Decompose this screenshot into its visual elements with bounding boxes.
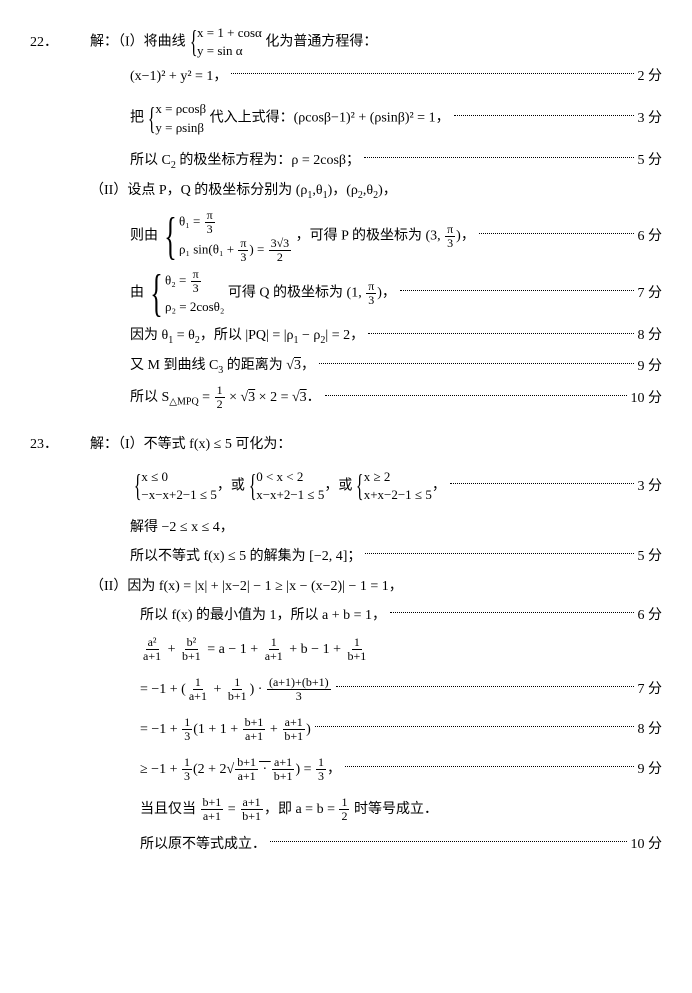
marks-label: 9 分	[638, 757, 663, 782]
solution-line: 所以 S△MPQ = 12 × √3 × 2 = √3． 10 分	[30, 384, 662, 412]
solution-line: {x ≤ 0−x−x+2−1 ≤ 5，或{0 < x < 2x−x+2−1 ≤ …	[30, 461, 662, 511]
solution-line: 解得 −2 ≤ x ≤ 4，	[30, 515, 662, 540]
math-text: ≥ −1 + 13(2 + 2√b+1a+1 · a+1b+1) = 13，	[140, 756, 341, 783]
leader-dots	[479, 233, 634, 234]
leader-dots	[454, 115, 634, 116]
solution-line: ≥ −1 + 13(2 + 2√b+1a+1 · a+1b+1) = 13， 9 …	[30, 752, 662, 788]
leader-dots	[270, 841, 627, 842]
solution-line: (x−1)² + y² = 1， 2 分	[30, 64, 662, 89]
math-text: 因为 θ1 = θ2，所以 |PQ| = |ρ1 − ρ2| = 2，	[130, 323, 364, 350]
marks-label: 2 分	[638, 64, 663, 89]
marks-label: 6 分	[638, 603, 663, 628]
leader-dots	[364, 157, 633, 158]
leader-dots	[368, 333, 633, 334]
marks-label: 8 分	[638, 323, 663, 348]
solution-line: 所以 C2 的极坐标方程为：ρ = 2cosβ； 5 分	[30, 148, 662, 175]
marks-label: 10 分	[631, 386, 663, 411]
math-text: （II）因为 f(x) = |x| + |x−2| − 1 ≥ |x − (x−…	[90, 574, 403, 599]
leader-dots	[336, 686, 634, 687]
marks-label: 6 分	[638, 224, 663, 249]
marks-label: 3 分	[638, 106, 663, 131]
marks-label: 5 分	[638, 544, 663, 569]
math-text: 所以不等式 f(x) ≤ 5 的解集为 [−2, 4]；	[130, 544, 361, 569]
problem-block: 23．解：（I）不等式 f(x) ≤ 5 可化为： {x ≤ 0−x−x+2−1 …	[30, 432, 662, 857]
math-text: (x−1)² + y² = 1，	[130, 64, 227, 89]
problem-block: 22．解：（I）将曲线{x = 1 + cosαy = sin α 化为普通方程…	[30, 24, 662, 412]
solution-line: 22．解：（I）将曲线{x = 1 + cosαy = sin α 化为普通方程…	[30, 24, 662, 60]
leader-dots	[345, 766, 633, 767]
marks-label: 8 分	[638, 717, 663, 742]
math-text: = −1 + 13(1 + 1 + b+1a+1 + a+1b+1)	[140, 716, 311, 743]
leader-dots	[319, 363, 634, 364]
solution-line: 因为 θ1 = θ2，所以 |PQ| = |ρ1 − ρ2| = 2， 8 分	[30, 323, 662, 350]
marks-label: 10 分	[631, 832, 663, 857]
solution-line: = −1 + 13(1 + 1 + b+1a+1 + a+1b+1) 8 分	[30, 712, 662, 748]
solution-line: 当且仅当 b+1a+1 = a+1b+1，即 a = b = 12 时等号成立．	[30, 792, 662, 828]
math-text: 所以 C2 的极坐标方程为：ρ = 2cosβ；	[130, 148, 360, 175]
solution-line: = −1 + (1a+1 + 1b+1) · (a+1)+(b+1)3 7 分	[30, 672, 662, 708]
marks-label: 3 分	[638, 474, 663, 499]
solution-line: 则由{θ₁ = π3ρ₁ sin(θ₁ + π3) = 3√32 ，可得 P 的…	[30, 209, 662, 264]
math-text: 则由{θ₁ = π3ρ₁ sin(θ₁ + π3) = 3√32 ，可得 P 的…	[130, 209, 475, 264]
solution-line: 又 M 到曲线 C3 的距离为 √3， 9 分	[30, 353, 662, 380]
solution-line: a²a+1 + b²b+1 = a − 1 + 1a+1 + b − 1 + 1…	[30, 632, 662, 668]
math-text: {x ≤ 0−x−x+2−1 ≤ 5，或{0 < x < 2x−x+2−1 ≤ …	[130, 468, 446, 504]
solution-line: 所以原不等式成立． 10 分	[30, 832, 662, 857]
math-text: a²a+1 + b²b+1 = a − 1 + 1a+1 + b − 1 + 1…	[140, 636, 369, 663]
math-text: 解：（I）将曲线{x = 1 + cosαy = sin α 化为普通方程得：	[90, 24, 377, 60]
leader-dots	[231, 73, 633, 74]
solution-line: 把{x = ρcosβy = ρsinβ 代入上式得：(ρcosβ−1)² + …	[30, 94, 662, 144]
leader-dots	[400, 290, 634, 291]
math-text: 由{θ₂ = π3ρ₂ = 2cosθ₂ 可得 Q 的极坐标为 (1, π3)，	[130, 268, 396, 319]
question-number: 22．	[30, 30, 90, 55]
solution-line: （II）设点 P，Q 的极坐标分别为 (ρ1,θ1)，(ρ2,θ2)，	[30, 178, 662, 205]
solution-line: 所以不等式 f(x) ≤ 5 的解集为 [−2, 4]； 5 分	[30, 544, 662, 569]
marks-label: 9 分	[638, 354, 663, 379]
math-text: 把{x = ρcosβy = ρsinβ 代入上式得：(ρcosβ−1)² + …	[130, 100, 450, 136]
math-text: 所以 S△MPQ = 12 × √3 × 2 = √3．	[130, 384, 321, 412]
math-text: 解：（I）不等式 f(x) ≤ 5 可化为：	[90, 432, 291, 457]
leader-dots	[390, 612, 634, 613]
leader-dots	[325, 395, 627, 396]
math-text: 所以 f(x) 的最小值为 1，所以 a + b = 1，	[140, 603, 386, 628]
marks-label: 7 分	[638, 281, 663, 306]
math-text: （II）设点 P，Q 的极坐标分别为 (ρ1,θ1)，(ρ2,θ2)，	[90, 178, 397, 205]
solution-line: 23．解：（I）不等式 f(x) ≤ 5 可化为：	[30, 432, 662, 457]
question-number: 23．	[30, 432, 90, 457]
solution-line: （II）因为 f(x) = |x| + |x−2| − 1 ≥ |x − (x−…	[30, 574, 662, 599]
solution-line: 由{θ₂ = π3ρ₂ = 2cosθ₂ 可得 Q 的极坐标为 (1, π3)，…	[30, 268, 662, 319]
math-text: 当且仅当 b+1a+1 = a+1b+1，即 a = b = 12 时等号成立．	[140, 796, 438, 823]
leader-dots	[315, 726, 634, 727]
solution-line: 所以 f(x) 的最小值为 1，所以 a + b = 1， 6 分	[30, 603, 662, 628]
math-text: = −1 + (1a+1 + 1b+1) · (a+1)+(b+1)3	[140, 676, 332, 703]
math-text: 又 M 到曲线 C3 的距离为 √3，	[130, 353, 315, 380]
math-text: 解得 −2 ≤ x ≤ 4，	[130, 515, 234, 540]
marks-label: 5 分	[638, 148, 663, 173]
math-text: 所以原不等式成立．	[140, 832, 266, 857]
leader-dots	[450, 483, 634, 484]
marks-label: 7 分	[638, 677, 663, 702]
leader-dots	[365, 553, 633, 554]
